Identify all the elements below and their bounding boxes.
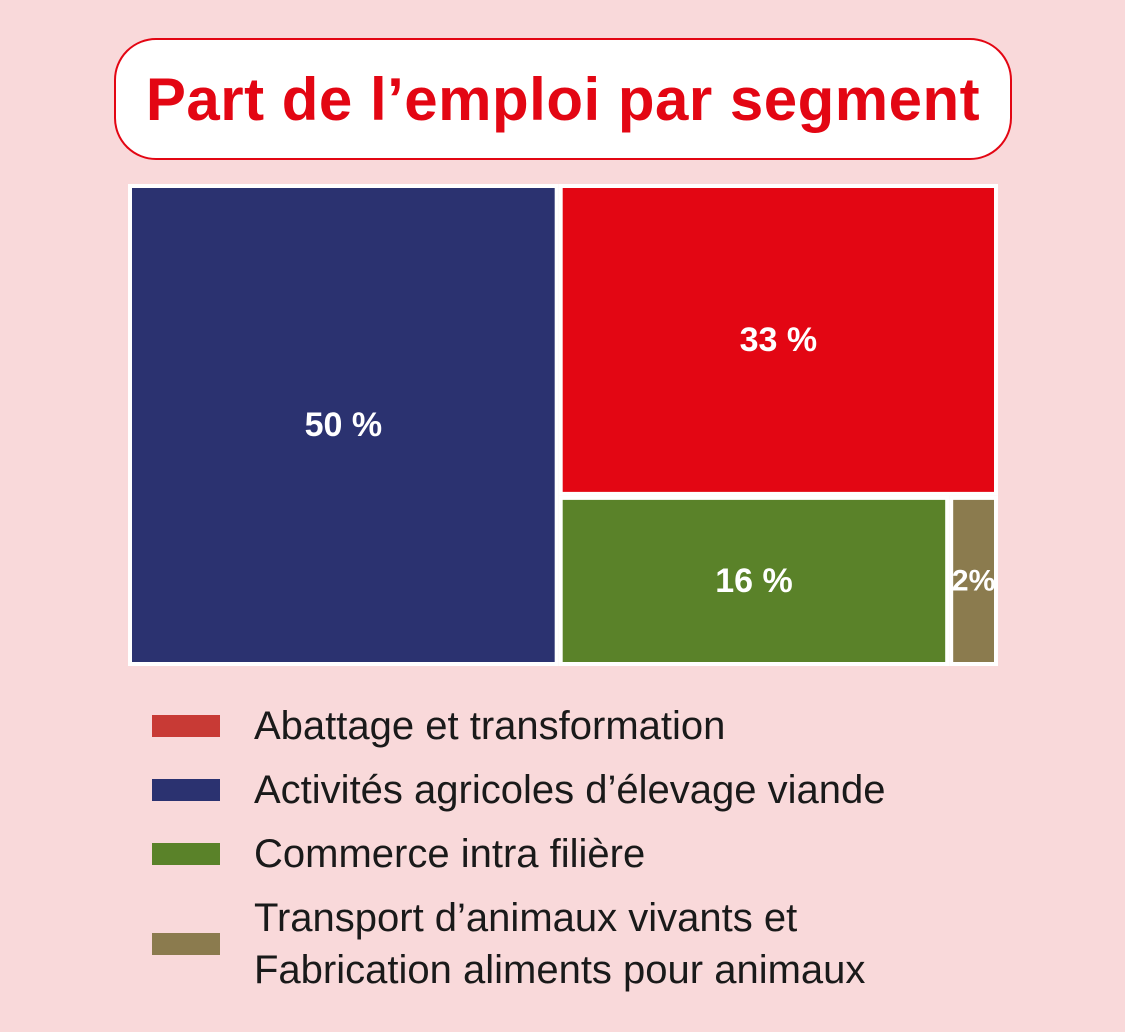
legend-swatch-commerce (152, 843, 220, 865)
legend-label-abattage: Abattage et transformation (254, 704, 726, 748)
tile-transport (949, 495, 998, 666)
legend-label-transport: Transport d’animaux vivants et Fabricati… (254, 896, 866, 992)
legend-swatch-transport (152, 933, 220, 955)
title-box: Part de l’emploi par segment (114, 38, 1012, 160)
tile-abattage (558, 184, 998, 496)
tile-commerce (558, 495, 950, 666)
treemap-chart: 50 % 33 % 16 % 2% (128, 184, 998, 666)
legend: Abattage et transformation Activités agr… (152, 700, 1092, 1008)
chart-title: Part de l’emploi par segment (145, 65, 981, 133)
tile-activites (128, 184, 559, 666)
tile-label-activites: 50 % (305, 406, 383, 444)
legend-swatch-activites (152, 779, 220, 801)
legend-label-commerce: Commerce intra filière (254, 832, 646, 876)
legend-item-transport: Transport d’animaux vivants et Fabricati… (152, 892, 1092, 996)
legend-label-activites: Activités agricoles d’élevage viande (254, 768, 886, 812)
legend-swatch-abattage (152, 715, 220, 737)
tile-label-commerce: 16 % (715, 562, 793, 600)
legend-item-commerce: Commerce intra filière (152, 828, 1092, 880)
legend-item-activites: Activités agricoles d’élevage viande (152, 764, 1092, 816)
tile-label-transport: 2% (952, 564, 995, 597)
legend-item-abattage: Abattage et transformation (152, 700, 1092, 752)
tile-label-abattage: 33 % (740, 321, 818, 359)
